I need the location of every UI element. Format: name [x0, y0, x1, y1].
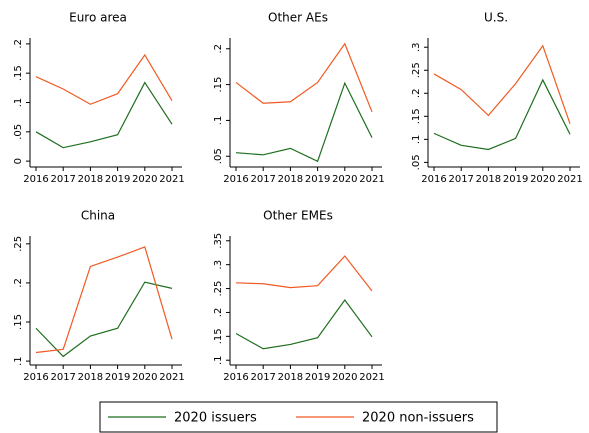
- series-line: [433, 78, 571, 151]
- y-tick-label: .2: [213, 44, 224, 54]
- x-tick-label: 2018: [278, 174, 303, 185]
- x-tick-label: 2021: [557, 174, 582, 185]
- x-tick-label: 2018: [476, 174, 501, 185]
- x-tick-label: 2020: [332, 372, 357, 383]
- y-tick-label: .1: [213, 116, 224, 126]
- series-line: [35, 81, 173, 149]
- x-tick-label: 2020: [132, 174, 157, 185]
- panel-title: U.S.: [484, 11, 508, 25]
- x-tick-label: 2020: [332, 174, 357, 185]
- x-tick-label: 2018: [278, 372, 303, 383]
- legend-label: 2020 issuers: [174, 411, 257, 426]
- series-line: [35, 53, 173, 105]
- y-tick-label: .1: [13, 356, 24, 366]
- y-tick-label: .15: [13, 314, 24, 330]
- y-tick-label: .15: [13, 65, 24, 81]
- panel-title: Other EMEs: [263, 209, 333, 223]
- panel-title: Euro area: [69, 11, 127, 25]
- x-tick-label: 2021: [359, 174, 384, 185]
- x-tick-label: 2018: [78, 174, 103, 185]
- y-tick-label: .2: [213, 308, 224, 318]
- x-tick-label: 2019: [503, 174, 528, 185]
- y-tick-label: .25: [213, 281, 224, 297]
- y-tick-label: .05: [411, 154, 422, 170]
- y-tick-label: .2: [13, 278, 24, 288]
- y-tick-label: .05: [13, 124, 24, 140]
- x-tick-label: 2018: [78, 372, 103, 383]
- y-tick-label: .25: [13, 236, 24, 252]
- x-tick-label: 2020: [132, 372, 157, 383]
- x-tick-label: 2017: [250, 174, 275, 185]
- x-tick-label: 2019: [105, 372, 130, 383]
- x-tick-label: 2021: [159, 174, 184, 185]
- y-tick-label: .3: [213, 260, 224, 270]
- series-line: [235, 299, 373, 350]
- y-tick-label: .1: [213, 355, 224, 365]
- x-tick-label: 2017: [448, 174, 473, 185]
- x-tick-label: 2016: [23, 174, 48, 185]
- legend-label: 2020 non-issuers: [362, 411, 474, 426]
- x-tick-label: 2021: [159, 372, 184, 383]
- x-tick-label: 2019: [105, 174, 130, 185]
- y-tick-label: .2: [411, 89, 422, 99]
- y-tick-label: .25: [411, 62, 422, 78]
- x-tick-label: 2017: [50, 174, 75, 185]
- series-line: [35, 246, 173, 354]
- x-tick-label: 2021: [359, 372, 384, 383]
- x-tick-label: 2019: [305, 174, 330, 185]
- y-tick-label: .15: [213, 77, 224, 93]
- panel-title: Other AEs: [268, 11, 328, 25]
- y-tick-label: .15: [213, 328, 224, 344]
- x-tick-label: 2017: [250, 372, 275, 383]
- y-tick-label: .05: [213, 148, 224, 164]
- series-line: [35, 281, 173, 358]
- series-line: [433, 44, 571, 124]
- series-line: [235, 255, 373, 292]
- x-tick-label: 2016: [223, 372, 248, 383]
- y-tick-label: 0: [13, 158, 24, 164]
- x-tick-label: 2016: [421, 174, 446, 185]
- panel-title: China: [81, 209, 115, 223]
- y-tick-label: .2: [13, 39, 24, 49]
- y-tick-label: .1: [411, 135, 422, 145]
- y-tick-label: .3: [411, 42, 422, 52]
- x-tick-label: 2016: [23, 372, 48, 383]
- y-tick-label: .15: [411, 108, 422, 124]
- series-line: [235, 42, 373, 113]
- x-tick-label: 2019: [305, 372, 330, 383]
- series-line: [235, 81, 373, 163]
- y-tick-label: .35: [213, 233, 224, 249]
- x-tick-label: 2016: [223, 174, 248, 185]
- x-tick-label: 2017: [50, 372, 75, 383]
- x-tick-label: 2020: [530, 174, 555, 185]
- y-tick-label: .1: [13, 98, 24, 108]
